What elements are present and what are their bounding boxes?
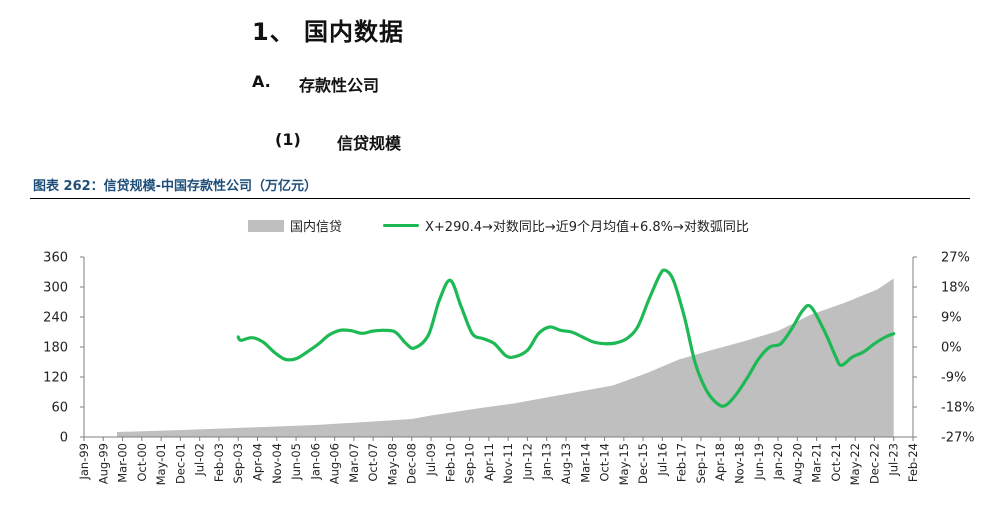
left-tick-label: 0 xyxy=(60,431,68,446)
left-tick-label: 240 xyxy=(43,311,68,326)
x-tick-label: Dec-22 xyxy=(867,443,881,484)
x-tick-label: Jan-20 xyxy=(771,443,785,481)
x-tick-label: Feb-17 xyxy=(675,443,689,482)
caption-divider xyxy=(30,198,970,199)
right-tick-label: 27% xyxy=(941,251,970,266)
x-tick-label: Aug-06 xyxy=(328,443,342,484)
x-tick-label: Jan-06 xyxy=(308,443,322,481)
x-tick-label: Apr-11 xyxy=(482,443,496,481)
x-tick-label: Nov-04 xyxy=(270,443,284,484)
x-tick-label: Dec-01 xyxy=(173,443,187,484)
x-tick-label: May-22 xyxy=(848,443,862,485)
x-tick-label: Jul-02 xyxy=(193,443,207,477)
x-tick-label: Jul-23 xyxy=(887,443,901,477)
x-tick-label: Apr-18 xyxy=(713,443,727,481)
x-tick-label: Jul-09 xyxy=(424,443,438,477)
x-tick-label: Aug-20 xyxy=(790,443,804,484)
x-tick-label: Sep-10 xyxy=(463,443,477,483)
x-tick-label: Oct-07 xyxy=(366,443,380,482)
x-tick-label: Feb-10 xyxy=(443,443,457,482)
left-tick-label: 60 xyxy=(51,401,68,416)
x-tick-label: Jan-99 xyxy=(77,443,91,481)
left-tick-label: 180 xyxy=(43,341,68,356)
legend-line-swatch xyxy=(383,224,419,227)
left-tick-label: 120 xyxy=(43,371,68,386)
x-tick-label: Jun-12 xyxy=(520,443,534,481)
log-yoy-line xyxy=(236,268,896,408)
legend-label-log-yoy: X+290.4→对数同比→近9个月均值+6.8%→对数弧同比 xyxy=(425,220,749,235)
left-tick-label: 360 xyxy=(43,251,68,266)
line-layer xyxy=(236,268,896,408)
area-layer xyxy=(117,278,894,437)
sub-subsection-number: (1) xyxy=(275,130,301,149)
right-tick-label: -27% xyxy=(941,431,975,446)
x-tick-label: Sep-17 xyxy=(694,443,708,483)
x-tick-label: Oct-14 xyxy=(598,443,612,482)
left-tick-label: 300 xyxy=(43,281,68,296)
x-tick-label: Oct-00 xyxy=(135,443,149,482)
subsection-title: 存款性公司 xyxy=(299,76,380,95)
x-tick-label: Dec-08 xyxy=(405,443,419,484)
x-tick-label: Mar-07 xyxy=(347,443,361,483)
axes-layer: 0 60 120 180 240 300 360 27% 18% 9% 0% -9% -18% -27% J… xyxy=(43,251,974,486)
right-tick-label: 0% xyxy=(941,341,962,356)
right-tick-label: -18% xyxy=(941,401,975,416)
x-tick-label: Feb-03 xyxy=(212,443,226,482)
x-tick-label: May-08 xyxy=(385,443,399,485)
chart-caption: 图表 262：信贷规模-中国存款性公司（万亿元） xyxy=(33,179,318,194)
credit-chart: 0 60 120 180 240 300 360 27% 18% 9% 0% -9% -18% -27% J… xyxy=(43,251,974,486)
subsection-number: A. xyxy=(252,72,271,91)
x-tick-label: Feb-24 xyxy=(906,443,920,482)
x-tick-label: Aug-13 xyxy=(559,443,573,484)
right-tick-label: 9% xyxy=(941,311,962,326)
sub-subsection-heading: (1) 信贷规模 xyxy=(275,130,401,153)
x-tick-label: Jun-19 xyxy=(752,443,766,481)
x-tick-label: Mar-00 xyxy=(116,443,130,483)
legend-label-domestic-credit: 国内信贷 xyxy=(290,220,343,235)
x-tick-label: Sep-03 xyxy=(231,443,245,483)
domestic-credit-area xyxy=(117,278,894,437)
subsection-heading: A. 存款性公司 xyxy=(252,72,379,95)
x-tick-label: Jun-05 xyxy=(289,443,303,481)
x-tick-label: Oct-21 xyxy=(829,443,843,482)
x-tick-label: Jul-16 xyxy=(655,443,669,477)
section-heading: 1、 国内数据 xyxy=(252,18,405,46)
x-tick-label: Nov-18 xyxy=(732,443,746,484)
x-tick-label: Nov-11 xyxy=(501,443,515,484)
x-tick-label: Jan-13 xyxy=(540,443,554,481)
x-tick-label: Dec-15 xyxy=(636,443,650,484)
legend-item-domestic-credit: 国内信贷 xyxy=(248,216,342,235)
legend-area-swatch xyxy=(248,219,284,232)
x-tick-label: Mar-21 xyxy=(810,443,824,483)
sub-subsection-title: 信贷规模 xyxy=(337,134,402,153)
legend-item-log-yoy: X+290.4→对数同比→近9个月均值+6.8%→对数弧同比 xyxy=(383,216,749,235)
x-tick-label: May-01 xyxy=(154,443,168,485)
x-tick-label: Aug-99 xyxy=(96,443,110,484)
x-tick-label: Apr-04 xyxy=(251,443,265,481)
right-tick-label: -9% xyxy=(941,371,966,386)
x-tick-label: May-15 xyxy=(617,443,631,485)
right-tick-label: 18% xyxy=(941,281,970,296)
x-tick-label: Mar-14 xyxy=(578,443,592,483)
